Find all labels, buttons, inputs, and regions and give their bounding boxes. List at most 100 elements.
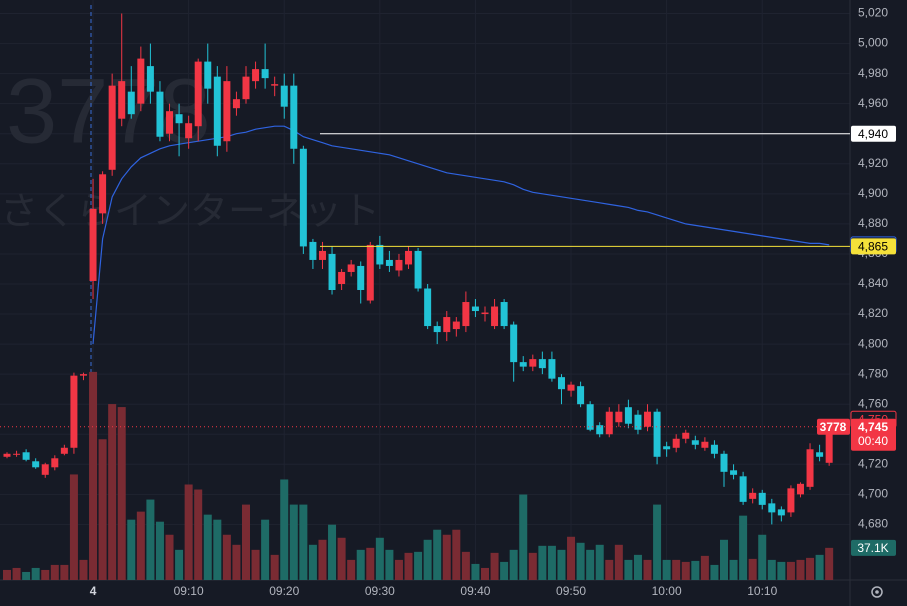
x-tick-label: 09:40 <box>460 584 490 598</box>
volume-bar <box>547 545 556 580</box>
volume-bar <box>691 560 700 580</box>
candle-body <box>557 377 565 390</box>
candle-body <box>271 84 279 86</box>
volume-bar <box>117 407 126 580</box>
volume-bar <box>442 534 451 580</box>
volume-bar <box>394 559 403 580</box>
settings-icon[interactable] <box>871 586 883 598</box>
candle-body <box>663 446 671 450</box>
candle-body <box>519 362 527 367</box>
candle-body <box>89 208 97 281</box>
grid <box>0 0 850 580</box>
volume-bar <box>232 544 241 580</box>
volume-bar <box>825 547 834 580</box>
candle-body <box>22 452 30 460</box>
volume-bar <box>748 558 757 580</box>
y-tick-label: 4,800 <box>858 336 888 350</box>
candle-body <box>146 66 154 92</box>
volume-bar <box>146 499 155 580</box>
volume-bar <box>758 534 767 580</box>
candle-body <box>510 324 518 363</box>
volume-bar <box>155 521 164 580</box>
volume-bar <box>614 544 623 580</box>
y-tick-label: 4,700 <box>858 487 888 501</box>
volume-badge: 37.1K <box>857 541 888 555</box>
candle-body <box>424 288 432 327</box>
volume-bar <box>700 555 709 580</box>
candle-body <box>624 407 632 424</box>
price-line-badge-bg <box>851 125 896 142</box>
candle-body <box>586 404 594 430</box>
candle-body <box>481 312 489 315</box>
volume-bar <box>89 371 98 580</box>
candle-body <box>538 359 546 369</box>
volume-bar <box>786 561 795 580</box>
x-tick-label: 09:50 <box>556 584 586 598</box>
candle-body <box>720 453 728 472</box>
volume-bar <box>672 559 681 580</box>
candle-body <box>366 244 374 301</box>
volume-bar <box>127 519 136 580</box>
volume-bar <box>318 539 327 580</box>
volume-bar <box>194 489 203 580</box>
volume-bar <box>79 559 88 580</box>
candle-body <box>347 264 355 272</box>
candle-body <box>13 453 21 455</box>
y-tick-label: 5,000 <box>858 36 888 50</box>
candle-body <box>548 359 556 379</box>
volume-bar <box>41 569 50 580</box>
volume-bar <box>461 551 470 580</box>
candle-body <box>357 265 365 290</box>
candle-body <box>223 81 231 142</box>
volume-bar <box>280 479 289 580</box>
volume-bar <box>375 537 384 580</box>
candle-body <box>194 61 202 127</box>
candle-body <box>452 321 460 330</box>
candle-body <box>405 250 413 265</box>
candle-body <box>701 441 709 448</box>
volume-bar <box>108 404 117 580</box>
volume-bar <box>509 549 518 580</box>
candle-body <box>290 85 298 149</box>
volume-bar <box>643 559 652 580</box>
candle-body <box>825 426 833 463</box>
volume-bar <box>576 542 585 580</box>
watermark-symbol: 3778 <box>6 60 211 162</box>
gear[interactable] <box>871 586 883 598</box>
volume-bar <box>586 549 595 580</box>
candle-body <box>710 444 718 454</box>
volume-bar <box>595 544 604 580</box>
candle-body <box>99 174 107 214</box>
y-tick-label: 4,920 <box>858 156 888 170</box>
volume-bar <box>289 504 298 580</box>
y-tick-label: 4,820 <box>858 306 888 320</box>
volume-bar <box>385 549 394 580</box>
candle-body <box>79 374 87 376</box>
x-tick-label: 10:00 <box>652 584 682 598</box>
x-tick-label: 09:10 <box>174 584 204 598</box>
volume-bar <box>242 504 250 580</box>
volume-bar <box>471 563 480 580</box>
volume-bar <box>175 549 184 580</box>
x-tick-label: 10:10 <box>747 584 777 598</box>
candle-body <box>166 111 174 134</box>
candle-body <box>644 411 652 427</box>
volume-bar <box>31 567 40 580</box>
volume-bar <box>337 537 346 580</box>
candle-body <box>596 425 604 435</box>
candle-body <box>491 306 499 327</box>
volume-bar <box>203 514 212 580</box>
volume-bar <box>796 559 805 580</box>
gear-hub[interactable] <box>875 590 879 594</box>
volume-bar <box>270 554 279 580</box>
volume-bar <box>729 559 738 580</box>
candle-body <box>730 470 738 475</box>
volume-bar <box>720 539 728 580</box>
candle-body <box>51 458 59 468</box>
candle-body <box>309 241 317 260</box>
volume-bar <box>767 559 776 580</box>
volume-bar <box>3 569 11 580</box>
candle-body <box>318 250 326 260</box>
volume-bar <box>328 524 337 580</box>
volume-bar <box>165 534 174 580</box>
